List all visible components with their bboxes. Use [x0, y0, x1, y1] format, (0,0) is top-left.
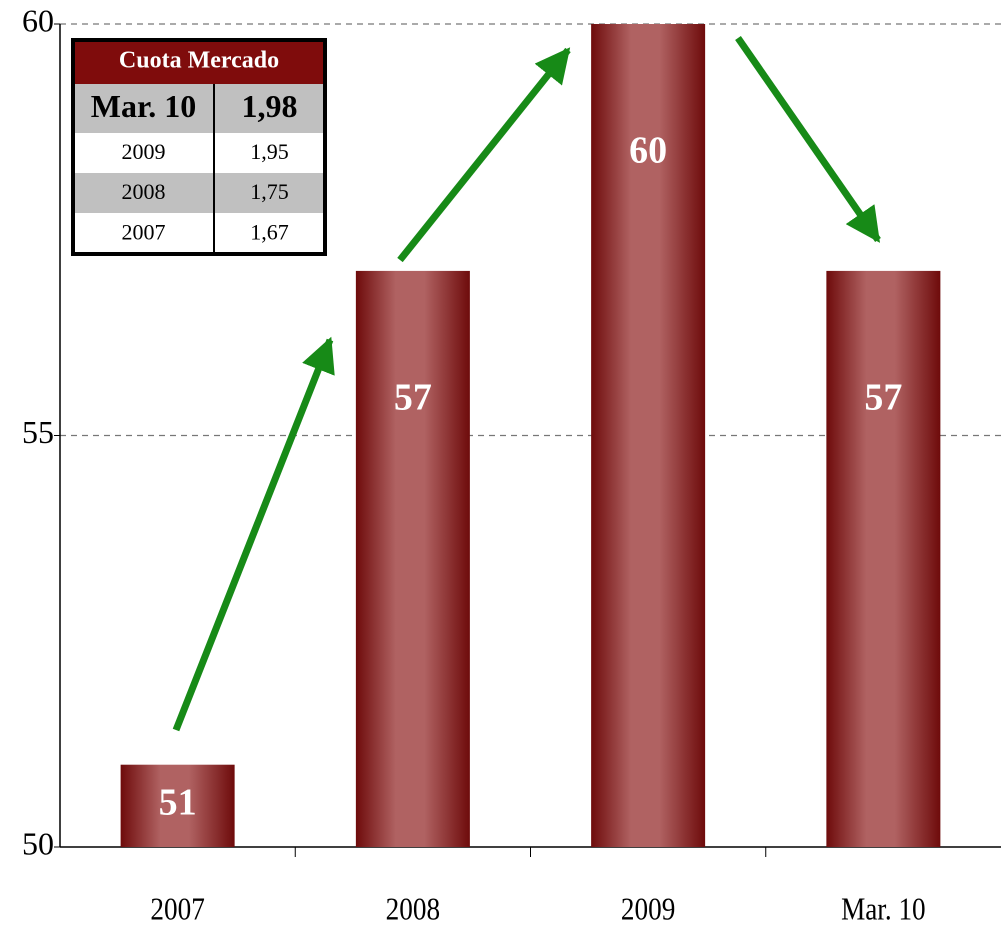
table-row-bg — [73, 213, 325, 254]
x-tick-label: 2008 — [386, 892, 440, 926]
table-cell: Mar. 10 — [91, 88, 196, 124]
table-cell: 2009 — [122, 139, 166, 164]
plot-area: 50 55 60 2007 51 2008 57 2009 60 Mar. 10 57 — [22, 2, 1001, 927]
bar — [355, 270, 470, 847]
table-border — [71, 38, 327, 256]
trend-arrows — [172, 36, 881, 732]
market-share-table: Cuota Mercado Mar. 10 1,98 2009 1,95 2008 1,75… — [71, 38, 327, 256]
table-cell: 2007 — [122, 220, 166, 245]
arrow — [172, 336, 335, 732]
table-row-bg — [73, 173, 325, 213]
table-cell: 1,98 — [242, 88, 298, 124]
x-tick-label: 2007 — [150, 892, 204, 926]
table-cell: 1,95 — [250, 139, 289, 164]
value-label: 51 — [159, 782, 197, 824]
x-tick-label: Mar. 10 — [841, 892, 926, 926]
table-cell: 1,75 — [250, 179, 289, 204]
value-label: 57 — [864, 377, 902, 419]
y-tick-label: 55 — [22, 414, 54, 450]
value-label: 57 — [394, 377, 432, 419]
arrow — [397, 47, 571, 263]
y-tick-label: 60 — [22, 2, 54, 38]
table-cell: 1,67 — [250, 220, 289, 245]
table-row-bg — [73, 84, 325, 133]
table-row-bg — [73, 133, 325, 173]
value-label: 60 — [629, 130, 667, 172]
y-tick-label: 50 — [22, 825, 54, 861]
table-cell: 2008 — [122, 179, 166, 204]
bar — [120, 764, 235, 847]
x-tick-label: 2009 — [621, 892, 675, 926]
arrow — [735, 36, 881, 243]
table-title: Cuota Mercado — [119, 48, 279, 74]
bar — [591, 24, 706, 847]
table-header-bg — [73, 40, 325, 84]
bar — [826, 270, 941, 847]
